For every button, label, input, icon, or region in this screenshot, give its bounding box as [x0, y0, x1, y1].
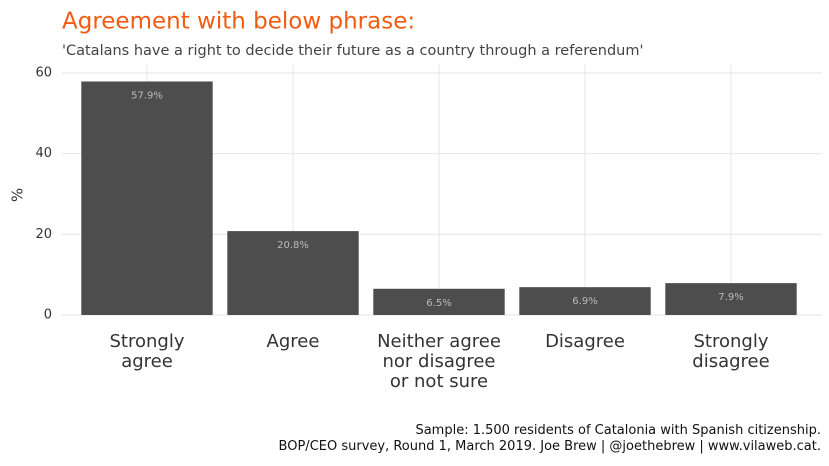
chart-subtitle: 'Catalans have a right to decide their f… [62, 43, 644, 59]
value-label: 6.5% [426, 298, 451, 309]
y-axis-label: % [9, 188, 27, 202]
bar [519, 287, 651, 315]
chart-title: Agreement with below phrase: [62, 9, 415, 35]
value-label: 7.9% [718, 292, 743, 303]
y-tick-label: 0 [44, 308, 52, 323]
bar [227, 231, 359, 315]
caption: Sample: 1.500 residents of Catalonia wit… [415, 423, 821, 438]
x-tick-label: Agree [266, 331, 320, 352]
value-label: 20.8% [277, 240, 309, 251]
bar [373, 288, 505, 315]
x-tick-label: Disagree [545, 331, 625, 352]
bar [81, 81, 213, 315]
value-label: 57.9% [131, 90, 163, 101]
y-tick-label: 20 [35, 227, 52, 242]
bar [665, 283, 797, 315]
value-label: 6.9% [572, 296, 597, 307]
x-tick-label: Strongly agree [109, 331, 185, 372]
x-tick-label: Strongly disagree [692, 331, 770, 372]
y-tick-label: 40 [35, 146, 52, 161]
y-tick-label: 60 [35, 66, 52, 81]
caption: BOP/CEO survey, Round 1, March 2019. Joe… [278, 439, 821, 454]
x-tick-label: Neither agree nor disagree or not sure [377, 331, 501, 392]
